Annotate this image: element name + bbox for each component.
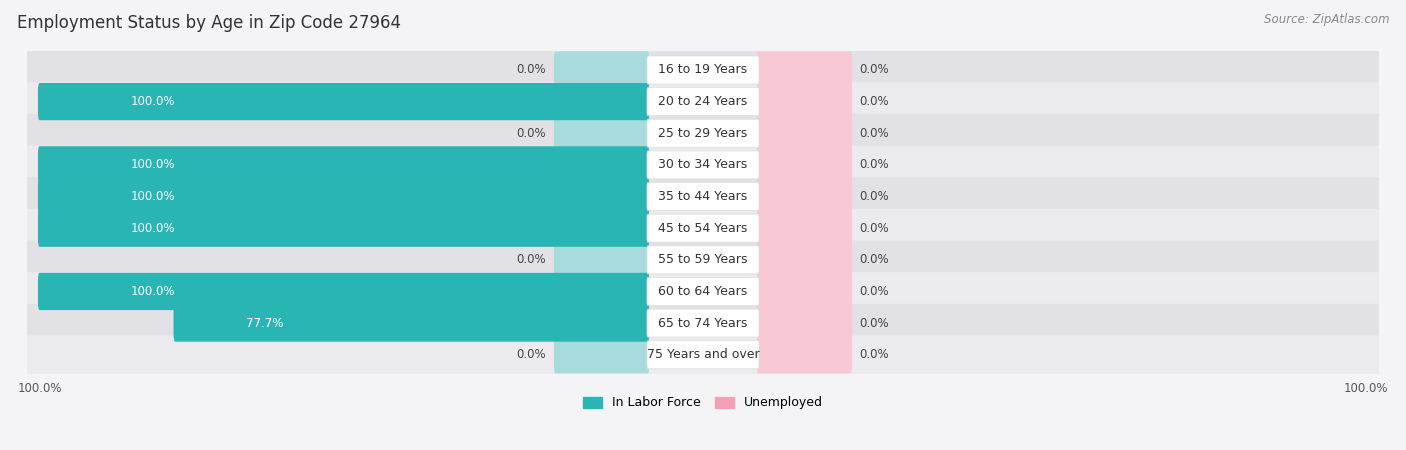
Text: 100.0%: 100.0% xyxy=(131,285,176,298)
Text: 0.0%: 0.0% xyxy=(859,95,889,108)
FancyBboxPatch shape xyxy=(756,51,852,89)
FancyBboxPatch shape xyxy=(27,82,1379,121)
Text: Employment Status by Age in Zip Code 27964: Employment Status by Age in Zip Code 279… xyxy=(17,14,401,32)
FancyBboxPatch shape xyxy=(38,178,650,215)
Text: 100.0%: 100.0% xyxy=(131,190,176,203)
Text: 100.0%: 100.0% xyxy=(131,95,176,108)
Text: 0.0%: 0.0% xyxy=(859,222,889,234)
FancyBboxPatch shape xyxy=(27,146,1379,184)
Text: 0.0%: 0.0% xyxy=(517,348,547,361)
FancyBboxPatch shape xyxy=(27,177,1379,216)
Text: 55 to 59 Years: 55 to 59 Years xyxy=(658,253,748,266)
FancyBboxPatch shape xyxy=(27,114,1379,153)
Text: 0.0%: 0.0% xyxy=(517,253,547,266)
FancyBboxPatch shape xyxy=(27,51,1379,89)
FancyBboxPatch shape xyxy=(27,335,1379,374)
Text: 0.0%: 0.0% xyxy=(859,127,889,140)
FancyBboxPatch shape xyxy=(756,115,852,152)
FancyBboxPatch shape xyxy=(554,51,650,89)
FancyBboxPatch shape xyxy=(554,241,650,279)
FancyBboxPatch shape xyxy=(647,119,759,147)
Text: 0.0%: 0.0% xyxy=(859,348,889,361)
Text: 100.0%: 100.0% xyxy=(131,158,176,171)
Text: 0.0%: 0.0% xyxy=(517,63,547,76)
Text: 0.0%: 0.0% xyxy=(859,253,889,266)
Text: 30 to 34 Years: 30 to 34 Years xyxy=(658,158,748,171)
FancyBboxPatch shape xyxy=(27,240,1379,279)
FancyBboxPatch shape xyxy=(554,336,650,373)
FancyBboxPatch shape xyxy=(27,209,1379,248)
Text: 35 to 44 Years: 35 to 44 Years xyxy=(658,190,748,203)
FancyBboxPatch shape xyxy=(756,241,852,279)
FancyBboxPatch shape xyxy=(38,83,650,120)
Text: 77.7%: 77.7% xyxy=(246,317,284,329)
Text: 0.0%: 0.0% xyxy=(859,285,889,298)
FancyBboxPatch shape xyxy=(756,273,852,310)
FancyBboxPatch shape xyxy=(647,309,759,337)
Text: 60 to 64 Years: 60 to 64 Years xyxy=(658,285,748,298)
FancyBboxPatch shape xyxy=(554,115,650,152)
FancyBboxPatch shape xyxy=(27,304,1379,342)
FancyBboxPatch shape xyxy=(173,305,650,342)
Text: 0.0%: 0.0% xyxy=(859,158,889,171)
Text: 25 to 29 Years: 25 to 29 Years xyxy=(658,127,748,140)
Legend: In Labor Force, Unemployed: In Labor Force, Unemployed xyxy=(583,396,823,410)
FancyBboxPatch shape xyxy=(38,146,650,184)
Text: 0.0%: 0.0% xyxy=(517,127,547,140)
FancyBboxPatch shape xyxy=(756,336,852,373)
FancyBboxPatch shape xyxy=(756,83,852,120)
Text: 75 Years and over: 75 Years and over xyxy=(647,348,759,361)
Text: Source: ZipAtlas.com: Source: ZipAtlas.com xyxy=(1264,14,1389,27)
Text: 45 to 54 Years: 45 to 54 Years xyxy=(658,222,748,234)
FancyBboxPatch shape xyxy=(756,178,852,215)
FancyBboxPatch shape xyxy=(647,88,759,116)
Text: 0.0%: 0.0% xyxy=(859,317,889,329)
Text: 65 to 74 Years: 65 to 74 Years xyxy=(658,317,748,329)
FancyBboxPatch shape xyxy=(647,214,759,242)
FancyBboxPatch shape xyxy=(756,210,852,247)
FancyBboxPatch shape xyxy=(647,341,759,369)
Text: 100.0%: 100.0% xyxy=(131,222,176,234)
Text: 20 to 24 Years: 20 to 24 Years xyxy=(658,95,748,108)
Text: 0.0%: 0.0% xyxy=(859,190,889,203)
FancyBboxPatch shape xyxy=(647,278,759,306)
FancyBboxPatch shape xyxy=(647,56,759,84)
FancyBboxPatch shape xyxy=(647,246,759,274)
FancyBboxPatch shape xyxy=(38,210,650,247)
FancyBboxPatch shape xyxy=(756,305,852,342)
FancyBboxPatch shape xyxy=(38,273,650,310)
FancyBboxPatch shape xyxy=(756,146,852,184)
FancyBboxPatch shape xyxy=(647,151,759,179)
Text: 16 to 19 Years: 16 to 19 Years xyxy=(658,63,748,76)
FancyBboxPatch shape xyxy=(27,272,1379,311)
Text: 0.0%: 0.0% xyxy=(859,63,889,76)
FancyBboxPatch shape xyxy=(647,183,759,211)
